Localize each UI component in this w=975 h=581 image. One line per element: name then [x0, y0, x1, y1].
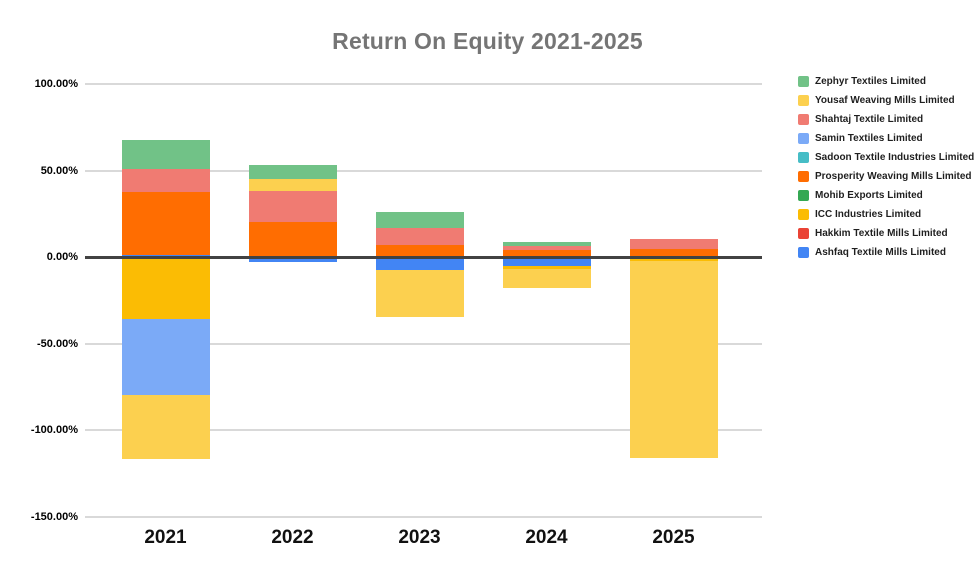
chart-title: Return On Equity 2021-2025	[332, 28, 643, 54]
bar-segment-2022-ashfaq-textile-mills-limited[interactable]	[248, 257, 337, 263]
bar-segment-2021-zephyr-textiles-limited[interactable]	[121, 139, 210, 169]
bar-segment-2025-icc-industries-limited[interactable]	[629, 257, 718, 261]
bar-segment-2023-zephyr-textiles-limited[interactable]	[375, 211, 464, 228]
legend-swatch-icon	[798, 152, 809, 163]
legend-label: Samin Textiles Limited	[815, 133, 923, 144]
y-axis-label-100: 100.00%	[34, 78, 78, 90]
legend-label: Mohib Exports Limited	[815, 190, 923, 201]
legend-item-shahtaj-textile-limited[interactable]: Shahtaj Textile Limited	[798, 113, 923, 126]
legend-swatch-icon	[798, 247, 809, 258]
legend-swatch-icon	[798, 76, 809, 87]
bar-segment-2023-yousaf-weaving-mills-limited[interactable]	[375, 270, 464, 318]
legend-item-sadoon-textile-industries-limited[interactable]: Sadoon Textile Industries Limited	[798, 151, 974, 164]
bar-segment-2023-prosperity-weaving-mills-limited[interactable]	[375, 245, 464, 258]
bar-segment-2021-shahtaj-textile-limited[interactable]	[121, 168, 210, 192]
legend-label: Hakkim Textile Mills Limited	[815, 228, 948, 239]
legend-label: Prosperity Weaving Mills Limited	[815, 171, 972, 182]
legend-item-samin-textiles-limited[interactable]: Samin Textiles Limited	[798, 132, 923, 145]
legend-label: ICC Industries Limited	[815, 209, 922, 220]
x-axis-label-2021: 2021	[144, 527, 187, 548]
gridline--150	[85, 516, 762, 518]
legend-swatch-icon	[798, 95, 809, 106]
x-axis-label-2022: 2022	[271, 527, 314, 548]
y-axis-label-0: 0.00%	[46, 251, 78, 264]
bar-segment-2021-icc-industries-limited[interactable]	[121, 257, 210, 320]
y-axis-label--50: -50.00%	[37, 337, 78, 350]
bar-segment-2024-yousaf-weaving-mills-limited[interactable]	[502, 269, 591, 288]
legend-label: Yousaf Weaving Mills Limited	[815, 95, 955, 106]
x-axis-label-2025: 2025	[652, 527, 695, 548]
legend-label: Sadoon Textile Industries Limited	[815, 152, 975, 163]
legend-item-prosperity-weaving-mills-limited[interactable]: Prosperity Weaving Mills Limited	[798, 170, 972, 183]
gridline--100	[85, 429, 762, 432]
bar-segment-2023-shahtaj-textile-limited[interactable]	[375, 227, 464, 246]
bar-segment-2025-prosperity-weaving-mills-limited[interactable]	[629, 249, 718, 258]
legend-item-yousaf-weaving-mills-limited[interactable]: Yousaf Weaving Mills Limited	[798, 94, 955, 107]
bar-segment-2022-yousaf-weaving-mills-limited[interactable]	[248, 179, 337, 192]
bar-segment-2022-zephyr-textiles-limited[interactable]	[248, 164, 337, 180]
bar-segment-2022-shahtaj-textile-limited[interactable]	[248, 191, 337, 222]
bar-segment-2021-samin-textiles-limited[interactable]	[121, 319, 210, 396]
y-axis-label-50: 50.00%	[40, 164, 78, 177]
y-axis-label--150: -150.00%	[30, 511, 78, 523]
bar-segment-2025-shahtaj-textile-limited[interactable]	[629, 239, 718, 250]
bar-segment-2023-ashfaq-textile-mills-limited[interactable]	[375, 257, 464, 271]
legend-item-hakkim-textile-mills-limited[interactable]: Hakkim Textile Mills Limited	[798, 227, 948, 240]
x-axis-label-2024: 2024	[525, 527, 568, 548]
zero-axis-line	[85, 255, 762, 259]
gridline--50	[85, 342, 762, 345]
bar-segment-2022-prosperity-weaving-mills-limited[interactable]	[248, 221, 337, 258]
legend-item-zephyr-textiles-limited[interactable]: Zephyr Textiles Limited	[798, 75, 926, 88]
bar-segment-2024-shahtaj-textile-limited[interactable]	[502, 246, 591, 250]
legend-swatch-icon	[798, 228, 809, 239]
bar-segment-2024-prosperity-weaving-mills-limited[interactable]	[502, 249, 591, 258]
bar-segment-2024-ashfaq-textile-mills-limited[interactable]	[502, 257, 591, 267]
gridline-50	[85, 169, 762, 172]
bar-segment-2021-prosperity-weaving-mills-limited[interactable]	[121, 191, 210, 255]
legend-item-ashfaq-textile-mills-limited[interactable]: Ashfaq Textile Mills Limited	[798, 246, 946, 259]
legend-label: Ashfaq Textile Mills Limited	[815, 247, 946, 258]
bar-segment-2024-zephyr-textiles-limited[interactable]	[502, 241, 591, 247]
legend-swatch-icon	[798, 133, 809, 144]
bar-segment-2021-yousaf-weaving-mills-limited[interactable]	[121, 395, 210, 460]
legend-label: Zephyr Textiles Limited	[815, 76, 926, 87]
legend-swatch-icon	[798, 171, 809, 182]
y-axis-label--100: -100.00%	[30, 424, 78, 437]
legend-label: Shahtaj Textile Limited	[815, 114, 924, 125]
legend-item-mohib-exports-limited[interactable]: Mohib Exports Limited	[798, 189, 923, 202]
x-axis-label-2023: 2023	[398, 527, 441, 548]
legend-item-icc-industries-limited[interactable]: ICC Industries Limited	[798, 208, 921, 221]
gridline-100	[85, 83, 762, 85]
legend-swatch-icon	[798, 114, 809, 125]
legend-swatch-icon	[798, 209, 809, 220]
bar-segment-2024-icc-industries-limited[interactable]	[502, 266, 591, 270]
bar-segment-2025-yousaf-weaving-mills-limited[interactable]	[629, 260, 718, 458]
legend-swatch-icon	[798, 190, 809, 201]
